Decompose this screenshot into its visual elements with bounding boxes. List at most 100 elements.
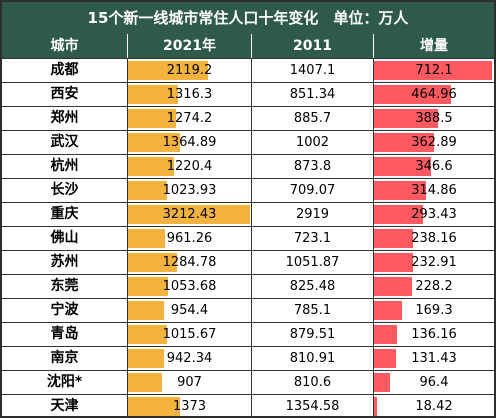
- city-label: 成都: [50, 62, 79, 78]
- value-label: 885.7: [293, 111, 332, 126]
- city-cell: 青岛: [2, 323, 128, 346]
- value-label: 942.34: [166, 351, 213, 366]
- value-label: 810.91: [289, 351, 336, 366]
- bar-2021: [128, 373, 163, 392]
- table-row: 武汉 1364.89 1002 362.89: [2, 130, 494, 154]
- value-2011-cell: 723.1: [252, 227, 374, 250]
- city-cell: 天津: [2, 395, 128, 418]
- table-row: 成都 2119.2 1407.1 712.1: [2, 58, 494, 82]
- city-label: 佛山: [50, 230, 79, 246]
- city-label: 天津: [50, 398, 79, 414]
- bar-2021: [128, 253, 177, 272]
- increase-cell: 169.3: [374, 299, 494, 322]
- value-label: 169.3: [415, 303, 453, 318]
- value-2011-cell: 1407.1: [252, 59, 374, 82]
- header-row: 城市 2021年 2011 增量: [2, 34, 494, 58]
- city-cell: 长沙: [2, 179, 128, 202]
- value-label: 362.89: [411, 135, 457, 150]
- bar-2021: [128, 133, 180, 152]
- city-cell: 郑州: [2, 107, 128, 130]
- increase-cell: 712.1: [374, 59, 494, 82]
- city-cell: 宁波: [2, 299, 128, 322]
- bar-2021: [128, 61, 209, 80]
- value-label: 2919: [295, 207, 330, 222]
- increase-cell: 136.16: [374, 323, 494, 346]
- bar-increase: [374, 85, 452, 104]
- value-2021-cell: 1373: [128, 395, 252, 418]
- value-label: 346.6: [415, 159, 453, 174]
- value-label: 1284.78: [162, 255, 217, 270]
- table-row: 重庆 3212.43 2919 293.43: [2, 202, 494, 226]
- city-cell: 武汉: [2, 131, 128, 154]
- city-label: 武汉: [50, 134, 79, 150]
- table-row: 东莞 1053.68 825.48 228.2: [2, 274, 494, 298]
- bar-2021: [128, 301, 165, 320]
- bar-2021: [128, 277, 169, 296]
- table-row: 杭州 1220.4 873.8 346.6: [2, 154, 494, 178]
- value-label: 1274.2: [166, 111, 213, 126]
- header-increase: 增量: [420, 38, 448, 54]
- bar-increase: [374, 373, 390, 392]
- table-row: 天津 1373 1354.58 18.42: [2, 394, 494, 418]
- value-label: 954.4: [170, 303, 209, 318]
- city-cell: 西安: [2, 83, 128, 106]
- increase-cell: 96.4: [374, 371, 494, 394]
- value-label: 712.1: [415, 63, 453, 78]
- bar-2021: [128, 205, 250, 224]
- value-2021-cell: 2119.2: [128, 59, 252, 82]
- bar-increase: [374, 301, 403, 320]
- value-2021-cell: 1023.93: [128, 179, 252, 202]
- value-label: 293.43: [411, 207, 457, 222]
- value-label: 825.48: [289, 279, 336, 294]
- bar-2021: [128, 325, 167, 344]
- value-label: 1407.1: [289, 63, 336, 78]
- value-2011-cell: 1002: [252, 131, 374, 154]
- bar-increase: [374, 205, 423, 224]
- bar-increase: [374, 229, 414, 248]
- city-label: 西安: [50, 86, 79, 102]
- bar-2021: [128, 349, 164, 368]
- value-2021-cell: 1364.89: [128, 131, 252, 154]
- increase-cell: 346.6: [374, 155, 494, 178]
- value-2011-cell: 879.51: [252, 323, 374, 346]
- value-2021-cell: 1274.2: [128, 107, 252, 130]
- value-2021-cell: 1015.67: [128, 323, 252, 346]
- bar-increase: [374, 277, 412, 296]
- city-label: 宁波: [50, 302, 79, 318]
- value-label: 96.4: [419, 375, 449, 390]
- city-label: 沈阳*: [46, 374, 83, 390]
- table-row: 沈阳* 907 810.6 96.4: [2, 370, 494, 394]
- bar-increase: [374, 109, 439, 128]
- increase-cell: 18.42: [374, 395, 494, 418]
- value-label: 810.6: [293, 375, 332, 390]
- table-title: 15个新一线城市常住人口十年变化 单位：万人: [2, 2, 494, 34]
- value-label: 1354.58: [285, 399, 340, 414]
- value-2021-cell: 907: [128, 371, 252, 394]
- bar-increase: [374, 133, 435, 152]
- value-label: 1023.93: [162, 183, 217, 198]
- increase-cell: 362.89: [374, 131, 494, 154]
- value-label: 18.42: [415, 399, 453, 414]
- value-2021-cell: 961.26: [128, 227, 252, 250]
- value-label: 464.96: [411, 87, 457, 102]
- city-label: 重庆: [50, 206, 79, 222]
- value-label: 785.1: [293, 303, 332, 318]
- value-label: 1316.3: [166, 87, 213, 102]
- value-2021-cell: 1220.4: [128, 155, 252, 178]
- value-label: 723.1: [293, 231, 332, 246]
- value-2011-cell: 810.91: [252, 347, 374, 370]
- value-label: 228.2: [415, 279, 453, 294]
- city-label: 东莞: [50, 278, 79, 294]
- bar-increase: [374, 253, 413, 272]
- table-row: 苏州 1284.78 1051.87 232.91: [2, 250, 494, 274]
- value-2011-cell: 810.6: [252, 371, 374, 394]
- value-2011-cell: 1051.87: [252, 251, 374, 274]
- increase-cell: 293.43: [374, 203, 494, 226]
- bar-2021: [128, 181, 167, 200]
- city-label: 郑州: [50, 110, 79, 126]
- increase-cell: 238.16: [374, 227, 494, 250]
- value-label: 136.16: [411, 327, 457, 342]
- value-2011-cell: 1354.58: [252, 395, 374, 418]
- table-row: 西安 1316.3 851.34 464.96: [2, 82, 494, 106]
